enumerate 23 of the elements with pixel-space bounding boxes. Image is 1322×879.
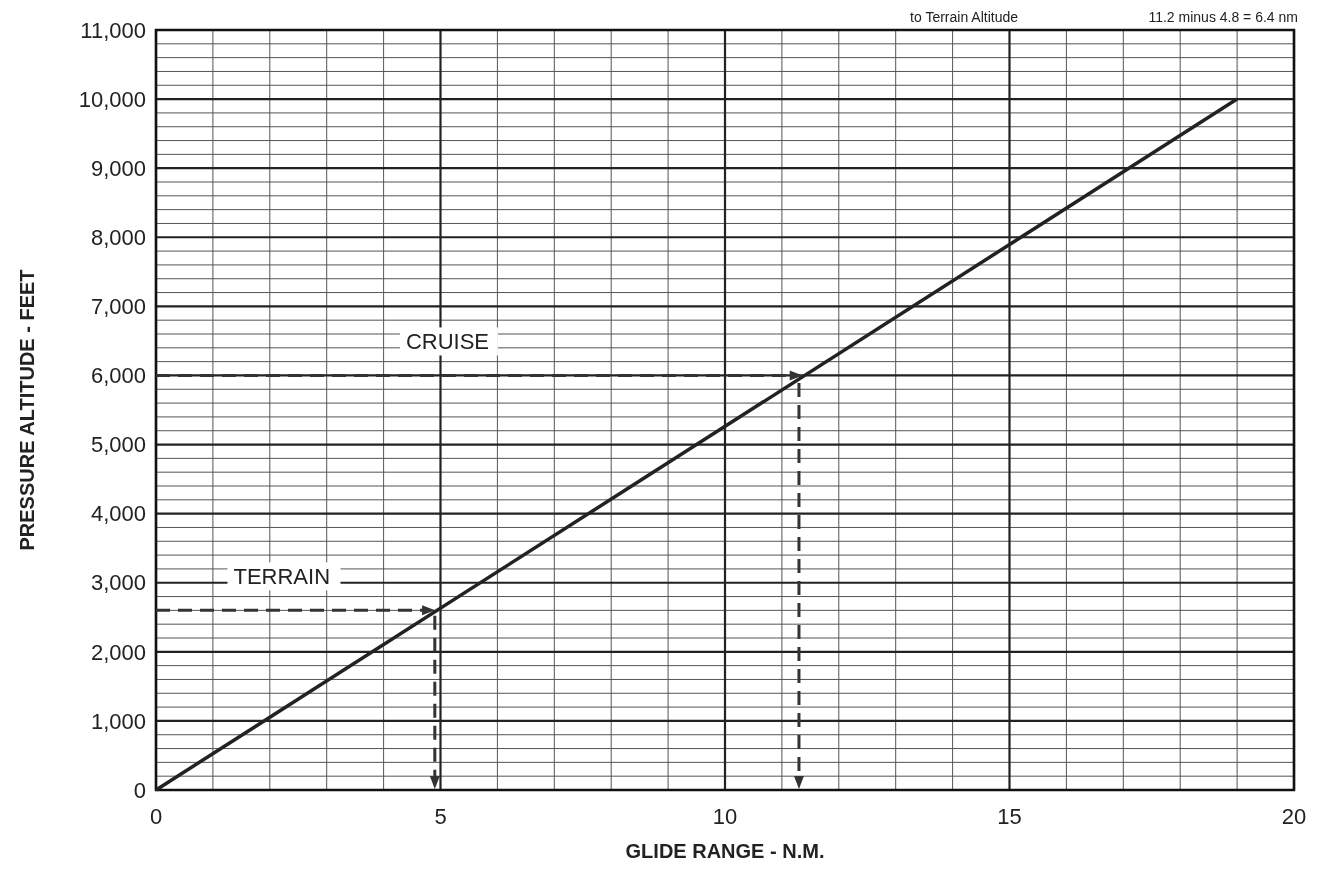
text: to Terrain Altitude [910, 9, 1019, 25]
x-tick-label: 20 [1281, 804, 1307, 829]
y-tick-label: 6,000 [90, 363, 146, 389]
y-tick-label: 5,000 [90, 432, 146, 458]
ref-line-label: TERRAIN [233, 564, 331, 590]
y-tick-label: 9,000 [90, 155, 146, 181]
y-tick-label: 3,000 [90, 570, 146, 596]
ref-line-label: CRUISE [405, 329, 490, 355]
y-tick-label: 11,000 [80, 17, 146, 43]
x-tick-label: 5 [434, 804, 447, 829]
x-tick-label: 10 [712, 804, 738, 829]
x-tick-label: 15 [997, 804, 1022, 829]
y-tick-label: 4,000 [90, 501, 146, 527]
y-tick-label: 0 [133, 777, 146, 803]
y-tick-label: 7,000 [90, 294, 146, 320]
text: 11.2 minus 4.8 = 6.4 nm [1148, 9, 1298, 25]
y-tick-label: 8,000 [90, 224, 146, 250]
y-tick-label: 2,000 [90, 639, 146, 665]
y-axis-title: PRESSURE ALTITUDE - FEET [16, 269, 38, 551]
y-tick-label: 1,000 [90, 708, 146, 734]
x-axis-title: GLIDE RANGE - N.M. [625, 840, 825, 862]
x-tick-label: 0 [149, 804, 163, 829]
y-tick-label: 10,000 [78, 86, 146, 112]
